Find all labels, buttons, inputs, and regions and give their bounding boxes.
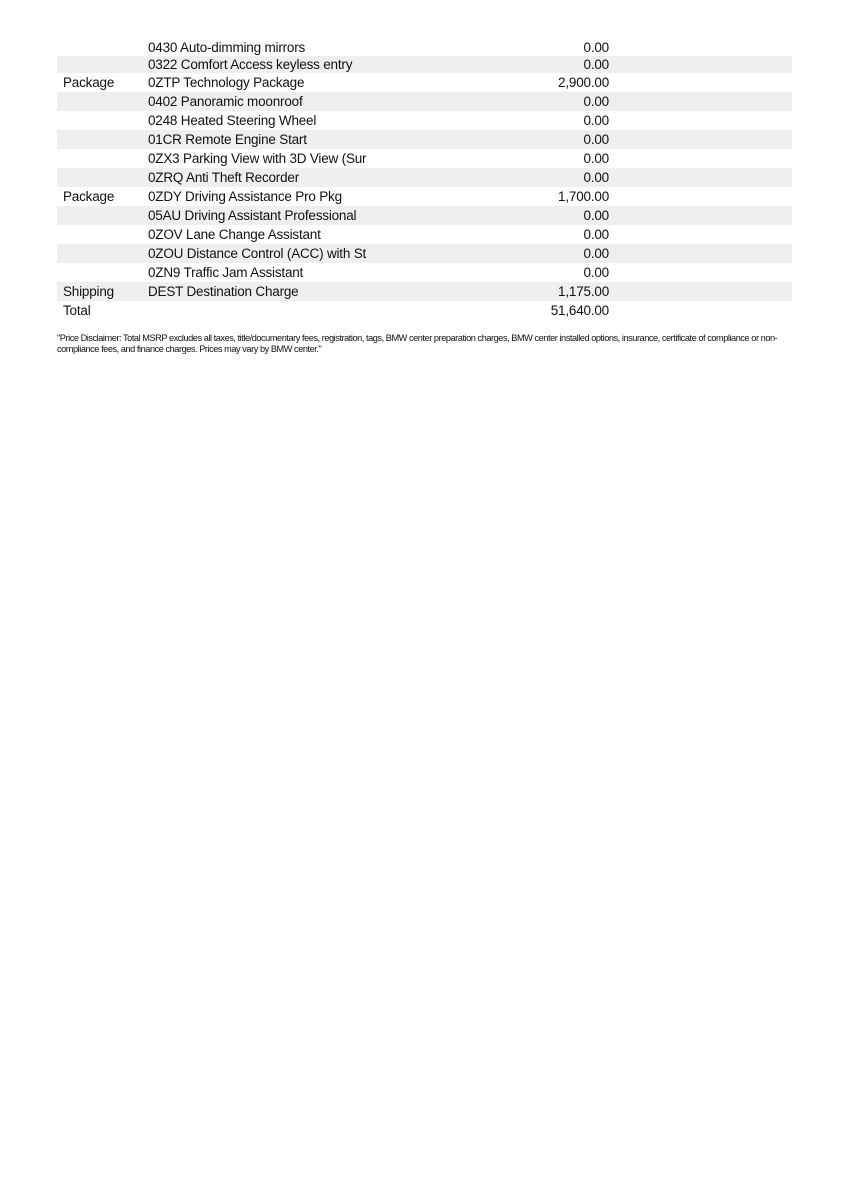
row-description: 01CR Remote Engine Start (148, 132, 307, 147)
table-row: 0430 Auto-dimming mirrors 0.00 (57, 39, 792, 56)
total-label: Total (63, 303, 91, 318)
row-category: Package (63, 189, 115, 204)
row-description: 0248 Heated Steering Wheel (148, 113, 317, 128)
row-price: 0.00 (583, 113, 610, 128)
table-row: 0402 Panoramic moonroof 0.00 (57, 92, 792, 111)
row-price: 0.00 (583, 227, 610, 242)
row-description: 0ZRQ Anti Theft Recorder (148, 170, 300, 185)
row-category: Package (63, 75, 115, 90)
row-description: 0ZOV Lane Change Assistant (148, 227, 321, 242)
row-description: 0ZN9 Traffic Jam Assistant (148, 265, 304, 280)
row-price: 2,900.00 (558, 75, 609, 90)
total-price: 51,640.00 (550, 303, 609, 318)
row-description: 0ZDY Driving Assistance Pro Pkg (148, 189, 342, 204)
table-row: 0ZRQ Anti Theft Recorder 0.00 (57, 168, 792, 187)
row-description: 05AU Driving Assistant Professional (148, 208, 357, 223)
row-price: 0.00 (583, 94, 610, 109)
table-row: 0ZOV Lane Change Assistant 0.00 (57, 225, 792, 244)
row-price: 0.00 (583, 265, 610, 280)
table-row: Package 0ZDY Driving Assistance Pro Pkg 1,… (57, 187, 792, 206)
row-price: 0.00 (583, 151, 610, 166)
table-row: 0248 Heated Steering Wheel 0.00 (57, 111, 792, 130)
table-row: 05AU Driving Assistant Professional 0.00 (57, 206, 792, 225)
row-description: DEST Destination Charge (148, 284, 299, 299)
row-price: 0.00 (583, 208, 610, 223)
row-description: 0ZX3 Parking View with 3D View (Sur (148, 151, 367, 166)
table-row: 0ZN9 Traffic Jam Assistant 0.00 (57, 263, 792, 282)
price-disclaimer: "Price Disclaimer: Total MSRP excludes a… (57, 333, 778, 354)
row-price: 0.00 (583, 132, 610, 147)
table-row: Package 0ZTP Technology Package 2,900.00 (57, 73, 792, 92)
table-row: Shipping DEST Destination Charge 1,175.00 (57, 282, 792, 301)
table-row: 0ZX3 Parking View with 3D View (Sur 0.00 (57, 149, 792, 168)
row-price: 0.00 (583, 57, 610, 72)
row-description: 0402 Panoramic moonroof (148, 94, 303, 109)
table-row: 0ZOU Distance Control (ACC) with St 0.00 (57, 244, 792, 263)
price-table: 0430 Auto-dimming mirrors 0.00 0322 Comfor… (57, 39, 792, 320)
row-description: 0322 Comfort Access keyless entry (148, 57, 353, 72)
row-price: 1,700.00 (558, 189, 609, 204)
row-description: 0ZTP Technology Package (148, 75, 305, 90)
row-description: 0ZOU Distance Control (ACC) with St (148, 246, 367, 261)
row-price: 0.00 (583, 170, 610, 185)
total-row: Total 51,640.00 (57, 301, 792, 320)
row-price: 0.00 (583, 40, 610, 55)
row-price: 0.00 (583, 246, 610, 261)
table-row: 01CR Remote Engine Start 0.00 (57, 130, 792, 149)
table-row: 0322 Comfort Access keyless entry 0.00 (57, 56, 792, 73)
row-price: 1,175.00 (558, 284, 609, 299)
row-category: Shipping (63, 284, 114, 299)
row-description: 0430 Auto-dimming mirrors (148, 40, 306, 55)
